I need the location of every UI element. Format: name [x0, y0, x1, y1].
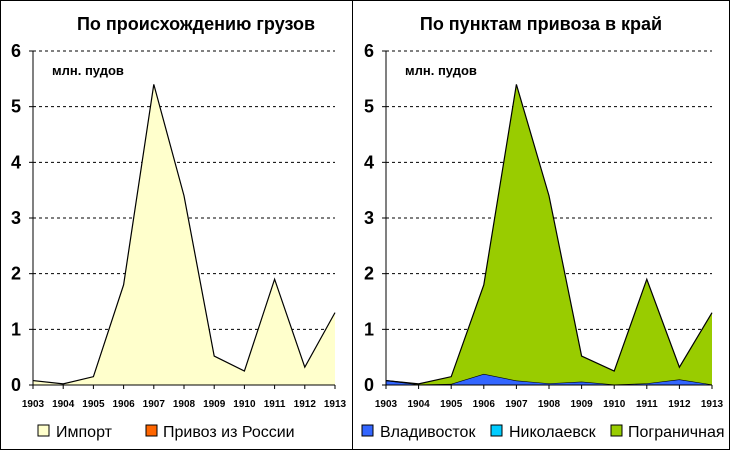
chart2-xtick-label: 1913	[701, 399, 724, 410]
chart1-xtick-label: 1911	[264, 399, 286, 410]
chart1-ytick-label: 6	[11, 41, 21, 61]
chart2-xtick-label: 1903	[375, 399, 398, 410]
chart2-ytick-label: 3	[364, 208, 374, 228]
chart1-ytick-label: 0	[11, 375, 21, 395]
chart1-xtick-label: 1909	[203, 399, 226, 410]
chart1-title: По происхождению грузов	[77, 14, 315, 34]
chart2-legend-swatch-1	[361, 424, 374, 437]
chart2-plot: 0 1 2 3 4 5 6 1903 1904 1905 1906 1907 1908 1909 1910 1…	[361, 41, 725, 441]
chart1-legend-swatch-1	[37, 424, 50, 437]
chart1-xtick-label: 1912	[294, 399, 317, 410]
chart1-area-1	[33, 84, 335, 386]
chart2-legend-swatch-2	[490, 424, 503, 437]
chart2-xtick-label: 1910	[603, 399, 626, 410]
chart2-ytick-label: 0	[364, 375, 374, 395]
chart1-xtick-label: 1908	[173, 399, 196, 410]
chart1-ytick-label: 4	[11, 152, 21, 172]
chart1-ytick-label: 3	[11, 208, 21, 228]
chart2-legend-label-2: Николаевск	[509, 424, 597, 441]
chart1-unit-label: млн. пудов	[52, 63, 124, 78]
chart2-ytick-label: 1	[364, 319, 374, 339]
chart1-xtick-label: 1903	[22, 399, 45, 410]
chart2-xtick-label: 1908	[538, 399, 561, 410]
chart2-xtick-label: 1911	[636, 399, 658, 410]
chart2-xtick-label: 1909	[570, 399, 593, 410]
chart2-legend-label-3: Пограничная	[628, 424, 725, 441]
panel-divider	[352, 0, 353, 450]
chart1-legend-label-2: Привоз из России	[163, 424, 295, 441]
chart1-xtick-label: 1907	[143, 399, 166, 410]
chart2-legend-label-1: Владивосток	[380, 424, 476, 441]
chart2-unit-label: млн. пудов	[405, 63, 477, 78]
chart1-ytick-label: 2	[11, 264, 21, 284]
chart1-legend-label-1: Импорт	[56, 424, 113, 441]
chart2-ytick-label: 5	[364, 97, 374, 117]
chart2-title: По пунктам привоза в край	[420, 14, 662, 34]
chart2-area-3	[386, 84, 712, 385]
chart2-area-1	[386, 373, 712, 385]
chart2-xtick-label: 1906	[473, 399, 496, 410]
chart2-xtick-label: 1907	[505, 399, 528, 410]
chart1-xtick-label: 1906	[112, 399, 135, 410]
chart1-legend-swatch-2	[145, 424, 158, 437]
chart1-plot: 0 1 2 3 4 5 6 1903 1904 1905 1906 1907 1908 1909 1910 1…	[11, 41, 347, 441]
chart2-xtick-label: 1904	[407, 399, 430, 410]
chart1-xtick-label: 1905	[82, 399, 105, 410]
chart1-xtick-label: 1910	[233, 399, 256, 410]
chart1-ytick-label: 5	[11, 97, 21, 117]
chart2-ytick-label: 6	[364, 41, 374, 61]
chart2-legend-swatch-3	[610, 424, 623, 437]
chart1-ytick-label: 1	[11, 319, 21, 339]
chart2-area-outline-3	[385, 84, 713, 385]
chart2-xtick-label: 1905	[440, 399, 463, 410]
chart1-xtick-label: 1913	[324, 399, 347, 410]
chart1-xtick-label: 1904	[52, 399, 75, 410]
chart2-ytick-label: 4	[364, 152, 374, 172]
chart1-area-outline-1	[32, 84, 336, 385]
chart2-xtick-label: 1912	[668, 399, 691, 410]
chart2-ytick-label: 2	[364, 264, 374, 284]
